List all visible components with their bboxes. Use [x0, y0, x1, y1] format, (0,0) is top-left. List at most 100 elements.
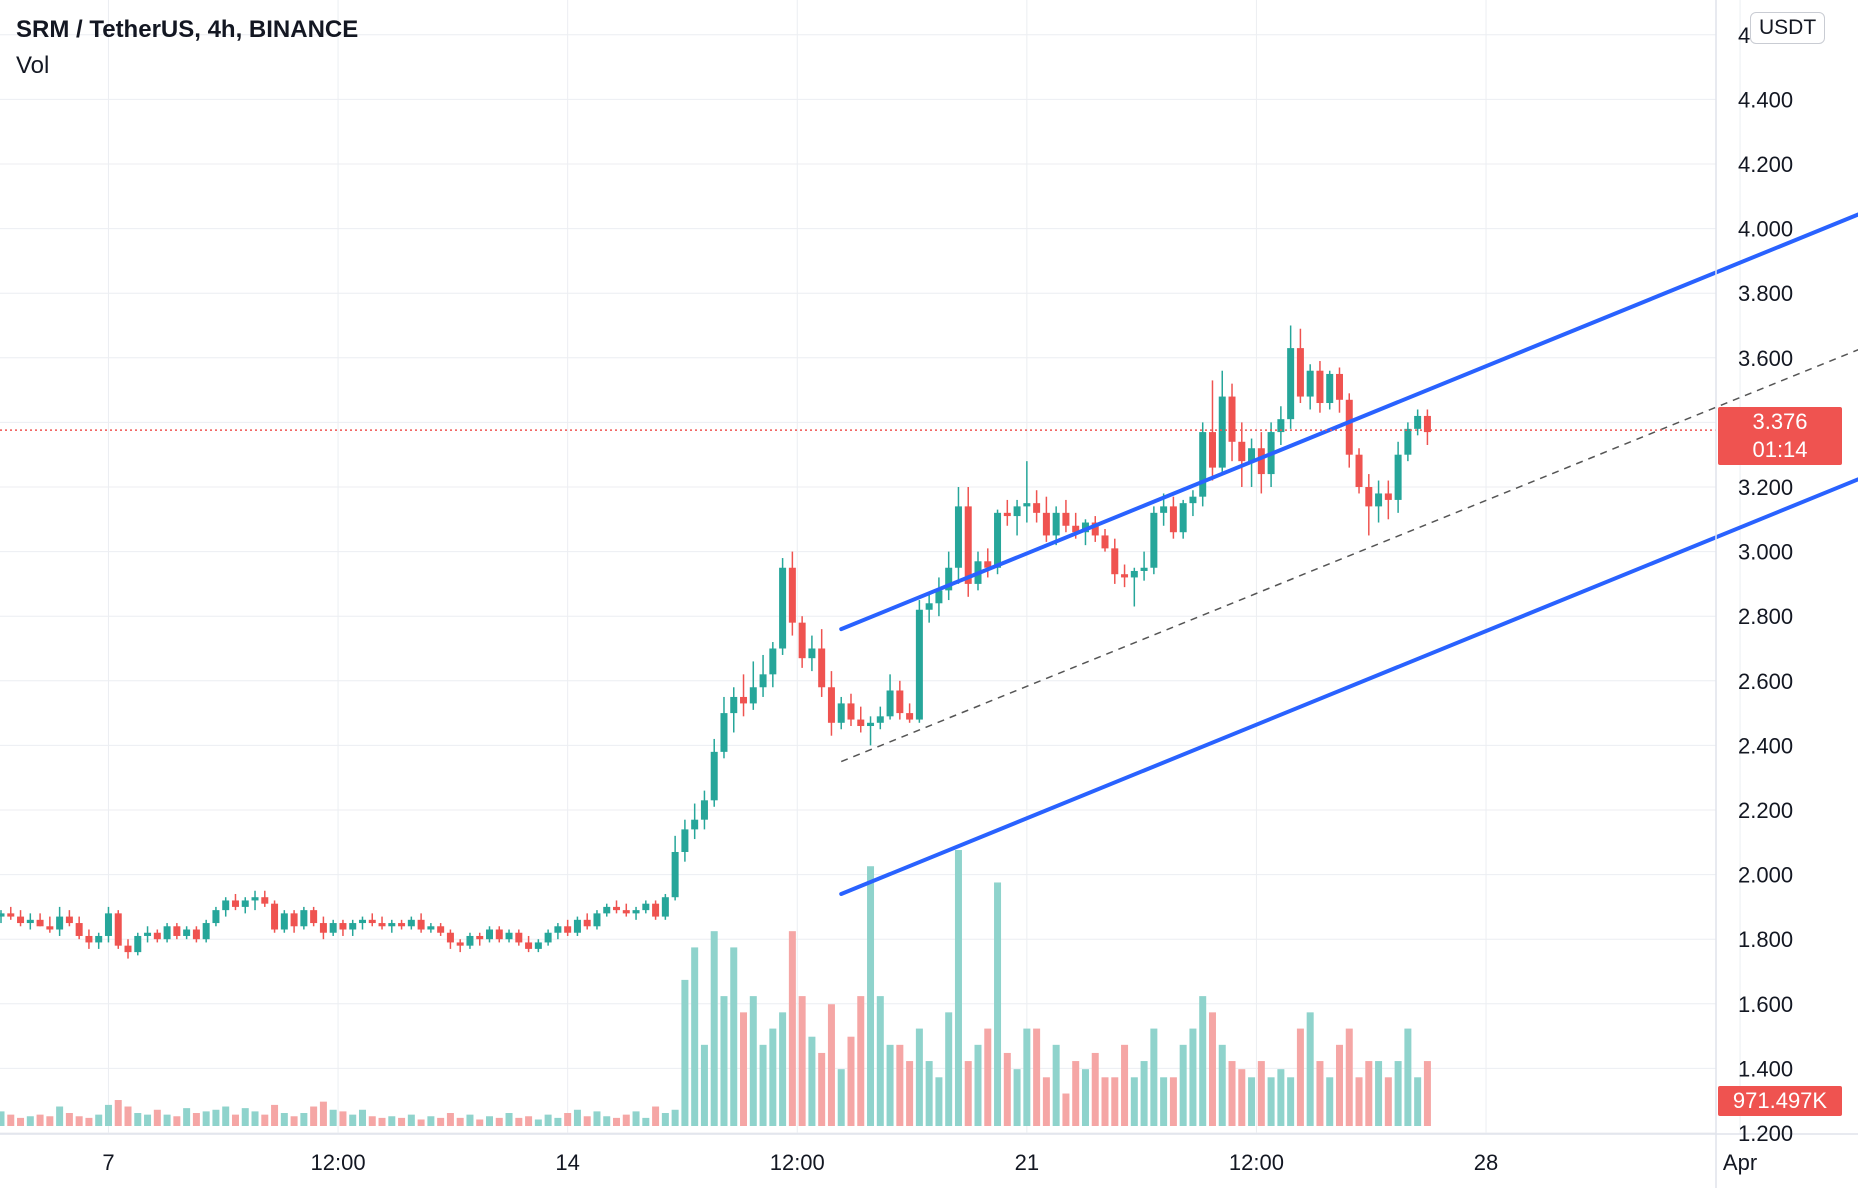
volume-bar	[212, 1109, 220, 1126]
volume-bar	[427, 1116, 435, 1126]
volume-bar	[818, 1052, 826, 1126]
channel-mid-line	[840, 348, 1858, 763]
candle	[300, 906, 308, 930]
volume-bar	[1179, 1044, 1187, 1126]
candle-body	[437, 926, 445, 933]
volume-bar	[1199, 996, 1207, 1126]
volume-bar	[847, 1036, 855, 1126]
candle-body	[554, 926, 562, 933]
volume-bar	[1218, 1044, 1226, 1126]
candle	[466, 932, 474, 949]
candle	[1306, 364, 1314, 410]
volume-bar	[1365, 1061, 1373, 1126]
volume-bar	[505, 1113, 513, 1126]
candle-body	[446, 932, 454, 943]
candle-body	[163, 926, 171, 940]
candle-body	[642, 903, 650, 911]
candle	[749, 661, 757, 710]
channel-upper-line	[839, 212, 1858, 632]
candle-body	[837, 703, 845, 723]
volume-bar	[642, 1117, 650, 1126]
candle-body	[1140, 567, 1148, 571]
candle	[280, 910, 288, 933]
volume-bar	[466, 1114, 474, 1126]
volume-bar	[349, 1114, 357, 1126]
price-tick-label: 3.200	[1738, 475, 1793, 500]
volume-bar	[17, 1117, 25, 1126]
candle	[1023, 461, 1031, 523]
candle-body	[515, 932, 523, 943]
candle-body	[534, 942, 542, 949]
candle-body	[1042, 512, 1050, 536]
candle	[144, 926, 152, 943]
candle-body	[632, 910, 640, 914]
volume-bar	[1326, 1077, 1334, 1126]
candle	[837, 696, 845, 730]
candle	[642, 900, 650, 914]
candle	[1296, 328, 1304, 404]
symbol-title[interactable]: SRM / TetherUS, 4h, BINANCE	[16, 16, 359, 43]
candle	[36, 913, 44, 927]
candle	[818, 629, 826, 697]
candle-body	[525, 942, 533, 949]
candle	[65, 910, 73, 927]
candle	[1033, 490, 1041, 523]
candle	[1228, 383, 1236, 462]
candle-body	[1023, 503, 1031, 507]
candle	[1365, 474, 1373, 536]
candle-body	[593, 913, 601, 927]
volume-indicator-label[interactable]: Vol	[16, 52, 50, 79]
candle	[1013, 499, 1021, 536]
candle	[827, 671, 835, 736]
volume-bar	[231, 1114, 239, 1126]
volume-value-tag: 971.497K	[1718, 1086, 1842, 1116]
volume-bar	[46, 1116, 54, 1126]
candle	[867, 716, 875, 746]
candle-body	[984, 561, 992, 568]
candle	[515, 929, 523, 946]
currency-button[interactable]: USDT	[1750, 12, 1826, 44]
volume-bar	[1042, 1077, 1050, 1126]
candle	[525, 935, 533, 953]
candle	[212, 906, 220, 927]
candle	[583, 913, 591, 930]
volume-bar	[935, 1077, 943, 1126]
candle-body	[1404, 428, 1412, 455]
candle	[486, 926, 493, 943]
candle-body	[720, 713, 728, 752]
candle-body	[788, 567, 796, 623]
candle-body	[1248, 448, 1256, 462]
candle	[652, 900, 660, 920]
volume-bar	[241, 1108, 249, 1126]
candle-body	[417, 919, 425, 930]
candle	[720, 696, 728, 759]
volume-bar	[964, 1061, 972, 1126]
candle-body	[1316, 370, 1324, 404]
candle	[183, 926, 191, 940]
candle	[46, 916, 54, 933]
candle	[251, 890, 259, 911]
volume-bar	[1306, 1012, 1314, 1126]
volume-bar	[417, 1119, 425, 1126]
price-tick-label: 1.600	[1738, 992, 1793, 1017]
volume-bar	[65, 1113, 73, 1126]
candle	[349, 919, 357, 936]
candle	[1384, 480, 1392, 520]
volume-bar	[613, 1117, 621, 1126]
volume-bar	[339, 1111, 347, 1126]
volume-bar	[144, 1114, 152, 1126]
candle	[1208, 380, 1216, 481]
candle-body	[1355, 454, 1363, 487]
candle	[1111, 538, 1119, 584]
candle-body	[994, 512, 1002, 568]
candle	[759, 654, 767, 697]
candle	[1121, 564, 1129, 588]
candle-body	[1003, 512, 1011, 517]
candle-body	[1199, 432, 1207, 497]
candle-body	[1238, 441, 1246, 462]
last-price-tag: 3.376 01:14	[1718, 407, 1842, 465]
price-tick-label: 1.400	[1738, 1056, 1793, 1081]
candle-body	[857, 719, 865, 727]
volume-bar	[26, 1116, 34, 1126]
